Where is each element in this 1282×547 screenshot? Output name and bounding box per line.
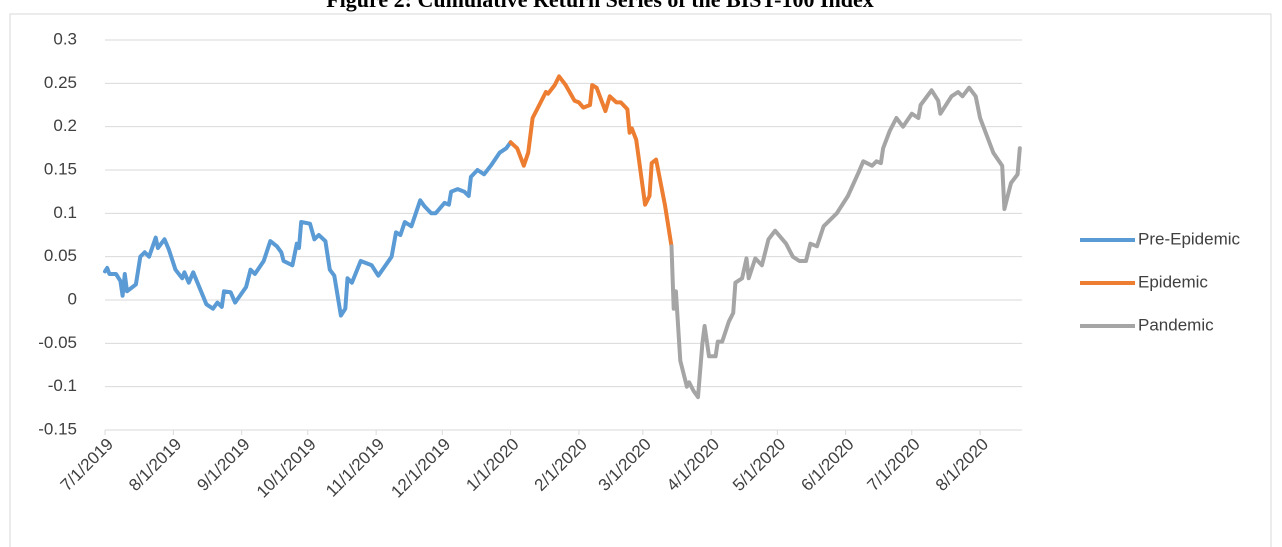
- y-tick-label: 0.3: [53, 29, 77, 48]
- x-tick-label: 3/1/2020: [595, 435, 655, 495]
- chart-title: Figure 2: Cumulative Return Series of th…: [326, 0, 874, 12]
- x-tick-label: 11/1/2019: [322, 435, 388, 501]
- series-line: [103, 140, 513, 318]
- y-tick-label: 0.2: [53, 116, 77, 135]
- legend-label: Pre-Epidemic: [1138, 229, 1241, 248]
- x-tick-label: 6/1/2020: [797, 435, 857, 495]
- series-line: [669, 85, 1022, 400]
- legend-label: Epidemic: [1138, 272, 1208, 291]
- chart-border: [9, 13, 1272, 547]
- x-tick-label: 8/1/2020: [932, 435, 992, 495]
- x-tick-label: 2/1/2020: [531, 435, 591, 495]
- x-tick-label: 7/1/2019: [57, 435, 117, 495]
- legend-label: Pandemic: [1138, 315, 1214, 334]
- y-tick-label: 0.25: [44, 73, 77, 92]
- series-line: [508, 74, 674, 249]
- x-tick-label: 12/1/2019: [387, 435, 454, 502]
- y-tick-label: -0.05: [38, 333, 77, 352]
- y-tick-label: 0.15: [44, 159, 77, 178]
- x-tick-label: 9/1/2019: [193, 435, 253, 495]
- y-tick-label: -0.1: [48, 376, 77, 395]
- x-tick-label: 8/1/2019: [125, 435, 185, 495]
- x-tick-label: 10/1/2019: [253, 435, 320, 502]
- x-tick-label: 4/1/2020: [663, 435, 723, 495]
- y-tick-label: 0.1: [53, 203, 77, 222]
- x-tick-label: 7/1/2020: [864, 435, 924, 495]
- y-tick-label: -0.15: [38, 419, 77, 438]
- x-tick-label: 1/1/2020: [462, 435, 522, 495]
- x-tick-label: 5/1/2020: [729, 435, 789, 495]
- y-tick-label: 0.05: [44, 246, 77, 265]
- y-tick-label: 0: [68, 289, 77, 308]
